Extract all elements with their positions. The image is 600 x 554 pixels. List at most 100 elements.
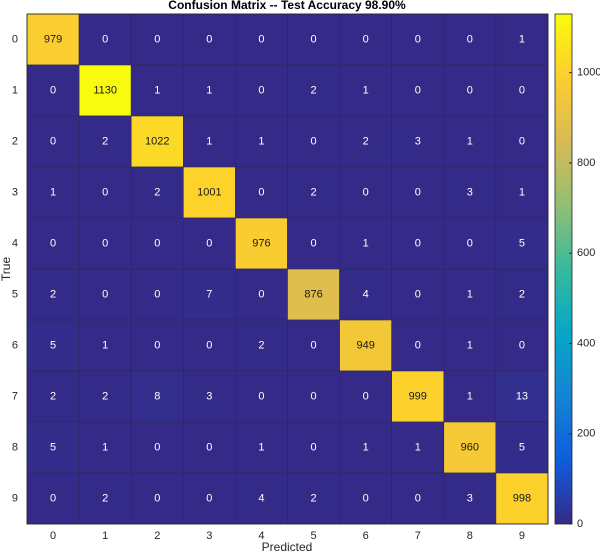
- chart-title: Confusion Matrix -- Test Accuracy 98.90%: [168, 0, 406, 12]
- cell-value: 5: [50, 441, 56, 453]
- x-tick-label: 7: [415, 530, 421, 542]
- x-axis-label: Predicted: [262, 540, 313, 554]
- cell-value: 2: [154, 186, 160, 198]
- cell-value: 1: [102, 339, 108, 351]
- cell-value: 1: [206, 135, 212, 147]
- cell-value: 1: [519, 186, 525, 198]
- heatmap-cell: [287, 268, 340, 321]
- x-tick-label: 2: [154, 530, 160, 542]
- cell-value: 1022: [145, 135, 169, 147]
- heatmap-cell: [78, 370, 132, 423]
- heatmap-cell: [443, 217, 497, 270]
- cell-value: 2: [258, 339, 264, 351]
- cell-value: 5: [519, 441, 525, 453]
- cell-value: 0: [310, 390, 316, 402]
- cell-value: 1: [467, 339, 473, 351]
- y-tick-label: 8: [12, 441, 18, 453]
- heatmap-cell: [391, 13, 445, 66]
- heatmap-cell: [391, 115, 445, 168]
- x-tick-label: 6: [363, 530, 369, 542]
- heatmap-cell: [183, 472, 236, 525]
- y-axis-label: True: [0, 257, 13, 282]
- cell-value: 1: [363, 441, 369, 453]
- cell-value: 1: [258, 135, 264, 147]
- cell-value: 3: [415, 135, 421, 147]
- heatmap-cell: [339, 472, 393, 525]
- cell-value: 0: [467, 84, 473, 96]
- heatmap-cell: [235, 370, 288, 423]
- cell-value: 2: [519, 288, 525, 300]
- cell-value: 1: [519, 33, 525, 45]
- heatmap-cell: [130, 421, 184, 474]
- cell-value: 876: [304, 288, 322, 300]
- heatmap-cell: [235, 268, 288, 321]
- colorbar-tick-label: 200: [577, 428, 595, 440]
- cell-value: 0: [102, 186, 108, 198]
- heatmap-cell: [26, 319, 80, 372]
- heatmap-cell: [339, 115, 393, 168]
- cell-value: 949: [356, 339, 374, 351]
- heatmap-cell: [495, 319, 549, 372]
- cell-value: 0: [519, 135, 525, 147]
- heatmap-cell: [339, 319, 393, 372]
- heatmap-cell: [183, 64, 236, 117]
- heatmap-cell: [443, 472, 497, 525]
- cell-value: 3: [206, 390, 212, 402]
- x-tick-label: 9: [519, 530, 525, 542]
- heatmap-cell: [391, 64, 445, 117]
- cell-value: 7: [206, 288, 212, 300]
- cell-value: 0: [415, 186, 421, 198]
- cell-value: 0: [310, 237, 316, 249]
- cell-value: 0: [519, 84, 525, 96]
- heatmap-cell: [495, 13, 549, 66]
- heatmap-cell: [78, 472, 132, 525]
- heatmap-cell: [391, 421, 445, 474]
- cell-value: 0: [415, 492, 421, 504]
- colorbar: [554, 13, 573, 525]
- cell-value: 8: [154, 390, 160, 402]
- heatmap-cell: [339, 268, 393, 321]
- cell-value: 2: [102, 135, 108, 147]
- cell-value: 0: [50, 237, 56, 249]
- heatmap-cell: [235, 421, 288, 474]
- heatmap-cell: [495, 166, 549, 219]
- cell-value: 998: [513, 492, 531, 504]
- cell-value: 0: [154, 339, 160, 351]
- heatmap-cell: [495, 64, 549, 117]
- cell-value: 0: [258, 288, 264, 300]
- heatmap-cell: [339, 64, 393, 117]
- x-tick-label: 1: [102, 530, 108, 542]
- cell-value: 2: [50, 390, 56, 402]
- cell-value: 4: [258, 492, 264, 504]
- cell-value: 0: [206, 237, 212, 249]
- heatmap-cell: [443, 115, 497, 168]
- heatmap-cell: [235, 115, 288, 168]
- y-tick-label: 4: [12, 237, 18, 249]
- heatmap-cell: [339, 166, 393, 219]
- heatmap-cell: [130, 268, 184, 321]
- cell-value: 3: [467, 186, 473, 198]
- y-tick-label: 9: [12, 492, 18, 504]
- cell-value: 0: [415, 33, 421, 45]
- cell-value: 1130: [93, 84, 117, 96]
- heatmap-cell: [391, 370, 445, 423]
- heatmap-cell: [183, 13, 236, 66]
- cell-value: 1: [467, 288, 473, 300]
- cell-value: 0: [50, 84, 56, 96]
- cell-value: 0: [363, 390, 369, 402]
- heatmap-cell: [26, 13, 80, 66]
- y-tick-label: 6: [12, 339, 18, 351]
- heatmap-cell: [183, 268, 236, 321]
- cell-value: 2: [102, 492, 108, 504]
- cell-value: 0: [467, 33, 473, 45]
- heatmap-cell: [287, 217, 340, 270]
- cell-value: 3: [467, 492, 473, 504]
- cell-value: 5: [519, 237, 525, 249]
- heatmap-cell: [235, 472, 288, 525]
- cell-value: 1: [415, 441, 421, 453]
- y-tick-label: 3: [12, 186, 18, 198]
- colorbar-tick-label: 1000: [577, 67, 600, 79]
- heatmap-cell: [78, 64, 132, 117]
- heatmap-cell: [443, 268, 497, 321]
